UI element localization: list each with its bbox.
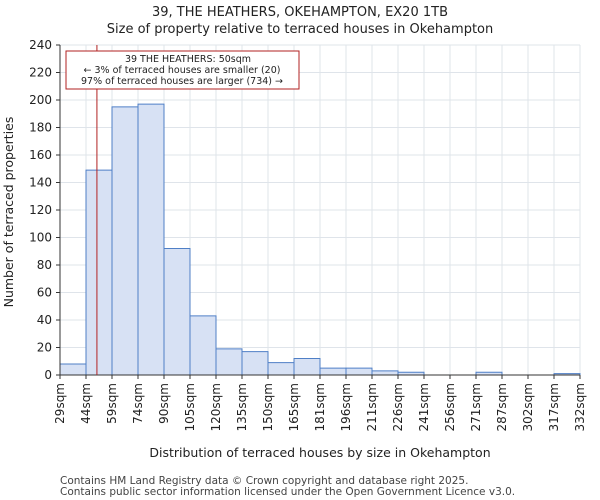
y-tick-label: 120: [29, 203, 52, 217]
x-tick-label: 150sqm: [261, 383, 275, 431]
y-tick-label: 200: [29, 93, 52, 107]
bar: [137, 103, 165, 376]
x-tick-label: 226sqm: [391, 383, 405, 431]
y-tick-label: 20: [37, 341, 52, 355]
footer-line-1: Contains HM Land Registry data © Crown c…: [60, 475, 468, 487]
y-tick-label: 40: [37, 313, 52, 327]
y-tick-label: 240: [29, 38, 52, 52]
x-tick-label: 105sqm: [183, 383, 197, 431]
x-tick-label: 135sqm: [235, 383, 249, 431]
y-tick-label: 220: [29, 66, 52, 80]
bar: [111, 106, 139, 376]
x-tick-label: 332sqm: [573, 383, 587, 431]
x-tick-label: 241sqm: [417, 383, 431, 431]
x-tick-label: 317sqm: [547, 383, 561, 431]
bar: [189, 315, 217, 376]
x-tick-label: 211sqm: [365, 383, 379, 431]
x-tick-label: 287sqm: [495, 383, 509, 431]
bar: [59, 363, 87, 376]
x-tick-label: 181sqm: [313, 383, 327, 431]
y-tick-label: 0: [44, 368, 52, 382]
bar: [319, 367, 347, 376]
y-axis-label: Number of terraced properties: [1, 117, 16, 308]
x-tick-label: 302sqm: [521, 383, 535, 431]
y-tick-label: 140: [29, 176, 52, 190]
bar: [85, 169, 113, 376]
chart-title: 39, THE HEATHERS, OKEHAMPTON, EX20 1TB: [152, 5, 448, 20]
annotation-box: 39 THE HEATHERS: 50sqm ← 3% of terraced …: [65, 50, 300, 90]
x-ticks: 29sqm 44sqm 59sqm 74sqm 90sqm 105sqm 120sqm 135…: [53, 375, 587, 431]
x-tick-label: 256sqm: [443, 383, 457, 431]
bar: [267, 362, 295, 376]
y-ticks: 0 20 40 60 80 100 120 140 160 180 200 220 240: [29, 38, 60, 382]
x-tick-label: 74sqm: [131, 383, 145, 424]
chart-subtitle: Size of property relative to terraced ho…: [107, 22, 493, 37]
y-tick-label: 100: [29, 231, 52, 245]
annotation-line-3: 97% of terraced houses are larger (734) …: [81, 76, 283, 87]
bar: [293, 358, 321, 376]
annotation-frame: [65, 50, 300, 90]
bar: [241, 351, 269, 376]
x-axis-label: Distribution of terraced houses by size …: [149, 445, 490, 460]
x-tick-label: 59sqm: [105, 383, 119, 424]
bar: [163, 248, 191, 376]
x-tick-label: 90sqm: [157, 383, 171, 424]
bar: [345, 367, 373, 376]
x-tick-label: 165sqm: [287, 383, 301, 431]
x-tick-label: 44sqm: [79, 383, 93, 424]
x-tick-label: 29sqm: [53, 383, 67, 424]
y-tick-label: 60: [37, 286, 52, 300]
y-tick-label: 80: [37, 258, 52, 272]
bar: [215, 348, 243, 376]
y-tick-label: 180: [29, 121, 52, 135]
x-tick-label: 271sqm: [469, 383, 483, 431]
annotation-line-1: 39 THE HEATHERS: 50sqm: [125, 54, 251, 65]
bar: [371, 370, 399, 376]
x-tick-label: 120sqm: [209, 383, 223, 431]
y-tick-label: 160: [29, 148, 52, 162]
x-tick-label: 196sqm: [339, 383, 353, 431]
footer-line-2: Contains public sector information licen…: [60, 486, 515, 498]
annotation-line-2: ← 3% of terraced houses are smaller (20): [84, 65, 281, 76]
